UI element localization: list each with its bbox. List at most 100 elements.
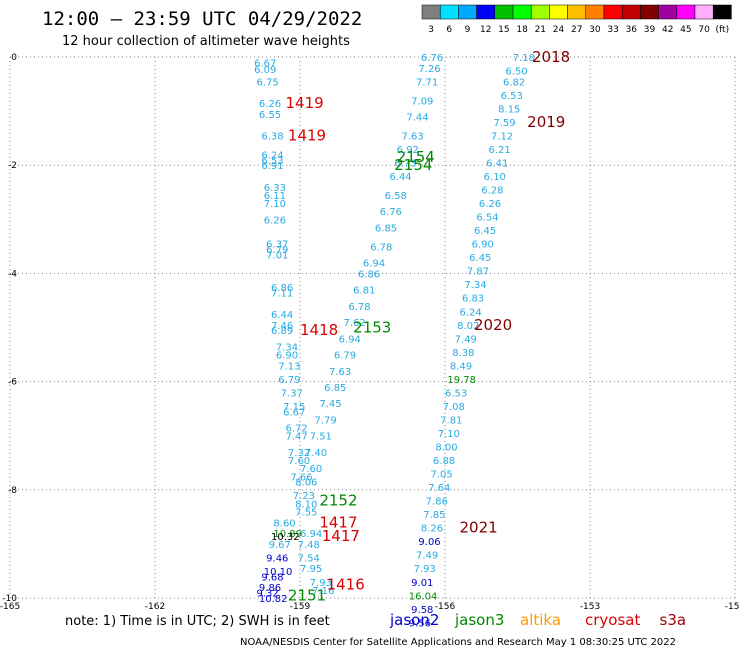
y-tick-label: -2 [8, 161, 17, 171]
colorbar-label: 9 [465, 25, 471, 35]
satellite-legend-item: cryosat [585, 611, 640, 629]
wave-height-label: 7.45 [319, 399, 341, 410]
colorbar-swatch [567, 4, 587, 20]
wave-height-label: 7.34 [276, 342, 298, 353]
colorbar-label: 70 [698, 25, 710, 35]
wave-height-label: 7.95 [300, 564, 322, 575]
wave-height-label: 6.79 [334, 351, 356, 362]
wave-height-label: 7.59 [493, 118, 515, 129]
wave-height-label: 8.60 [273, 518, 295, 529]
colorbar-label: 24 [553, 25, 565, 35]
pass-time-label: 2151 [288, 586, 326, 604]
wave-height-label: 6.79 [278, 375, 300, 386]
wave-height-label: 8.06 [295, 478, 317, 489]
wave-height-label: 7.09 [411, 96, 433, 107]
wave-height-label: 6.53 [501, 91, 523, 102]
wave-height-label: 7.34 [464, 280, 486, 291]
wave-height-label: 9.68 [261, 572, 283, 583]
wave-height-label: 7.66 [290, 472, 312, 483]
satellite-legend-item: jason3 [454, 611, 504, 629]
wave-height-label: 6.44 [389, 172, 411, 183]
color-scale-legend: 3 6 9 12 15 18 21 24 27 30 33 36 39 42 45 70 (ft) [421, 4, 732, 35]
wave-height-label: 7.79 [315, 415, 337, 426]
wave-height-label: 6.28 [481, 186, 503, 197]
wave-height-label: 6.24 [261, 150, 283, 161]
wave-height-label: 6.50 [505, 67, 527, 78]
colorbar-swatch [676, 4, 696, 20]
wave-height-label: 9.86 [259, 583, 281, 594]
wave-height-label: 6.79 [266, 245, 288, 256]
pass-time-label: 2020 [474, 316, 512, 334]
y-tick-label: -10 [2, 594, 17, 604]
colorbar-label: 12 [480, 25, 491, 35]
colorbar-swatch [621, 4, 641, 20]
wave-height-label: 6.94 [339, 334, 361, 345]
wave-height-label: 7.12 [491, 131, 513, 142]
pass-time-label: 1418 [300, 321, 338, 339]
wave-height-label: 7.46 [271, 321, 293, 332]
wave-height-label: 7.48 [298, 540, 320, 551]
wave-height-label: 7.37 [281, 388, 303, 399]
wave-height-label: 6.72 [286, 424, 308, 435]
colorbar-swatch [603, 4, 623, 20]
wave-height-label: 10.32 [271, 532, 300, 543]
chart-title: 12:00 – 23:59 UTC 04/29/2022 [42, 8, 362, 30]
x-tick-label: -159 [290, 602, 311, 612]
satellite-legend: jason2 jason3 altika cryosat s3a [389, 611, 686, 629]
wave-height-label: 8.00 [435, 443, 457, 454]
wave-height-label: 7.44 [406, 113, 428, 124]
data-marks: 6.676.096.756.266.556.386.246.536.916.33… [254, 48, 570, 629]
pass-time-label: 1419 [288, 126, 326, 144]
wave-height-label: 7.55 [295, 507, 317, 518]
colorbar-label: 27 [571, 25, 582, 35]
colorbar-swatch [494, 4, 514, 20]
wave-height-label: 6.94 [363, 259, 385, 270]
wave-height-label: 6.78 [370, 242, 392, 253]
pass-time-label: 2154 [397, 148, 435, 166]
colorbar-label: 6 [446, 25, 452, 35]
wave-height-label: 6.21 [489, 145, 511, 156]
wave-height-label: 8.10 [295, 499, 317, 510]
wave-height-label: 7.23 [293, 491, 315, 502]
wave-height-label: 7.18 [513, 53, 535, 64]
wave-height-label: 6.88 [433, 456, 455, 467]
wave-height-label: 7.64 [428, 483, 450, 494]
credit-line: NOAA/NESDIS Center for Satellite Applica… [240, 637, 676, 648]
wave-height-label: 6.83 [462, 294, 484, 305]
colorbar-label: 42 [662, 25, 673, 35]
colorbar-swatch [439, 4, 459, 20]
satellite-legend-item: s3a [660, 611, 687, 629]
wave-height-label: 6.45 [474, 226, 496, 237]
pass-time-label: 2152 [319, 492, 357, 510]
satellite-legend-item: altika [520, 611, 561, 629]
wave-height-label: 7.08 [443, 402, 465, 413]
wave-height-label: 9.46 [266, 553, 288, 564]
x-tick-label: -153 [580, 602, 600, 612]
y-tick-label: -4 [8, 269, 17, 279]
wave-height-label: 8.49 [450, 361, 472, 372]
wave-height-label: 6.11 [264, 191, 286, 202]
wave-height-label: 10.89 [273, 529, 302, 540]
wave-height-label: 6.73 [394, 158, 416, 169]
colorbar-swatch [658, 4, 678, 20]
colorbar-label: (ft) [716, 25, 730, 35]
colorbar-label: 21 [535, 25, 546, 35]
wave-height-label: 10.10 [264, 567, 293, 578]
colorbar-swatch [712, 4, 732, 20]
wave-height-label: 6.85 [375, 223, 397, 234]
colorbar-label: 36 [626, 25, 638, 35]
wave-height-label: 6.86 [271, 283, 293, 294]
pass-time-label: 1417 [319, 513, 357, 531]
wave-height-label: 7.93 [310, 578, 332, 589]
wave-height-label: 6.75 [257, 77, 279, 88]
colorbar-swatch [458, 4, 477, 20]
y-tick-label: -6 [8, 378, 17, 388]
wave-height-label: 6.91 [261, 161, 283, 172]
wave-height-label: 7.51 [310, 432, 332, 443]
wave-height-label: 7.15 [283, 402, 305, 413]
wave-height-label: 6.89 [271, 326, 293, 337]
wave-height-label: 7.32 [288, 448, 310, 459]
pass-time-label: 1417 [322, 527, 360, 545]
wave-height-label: 9.06 [418, 537, 440, 548]
